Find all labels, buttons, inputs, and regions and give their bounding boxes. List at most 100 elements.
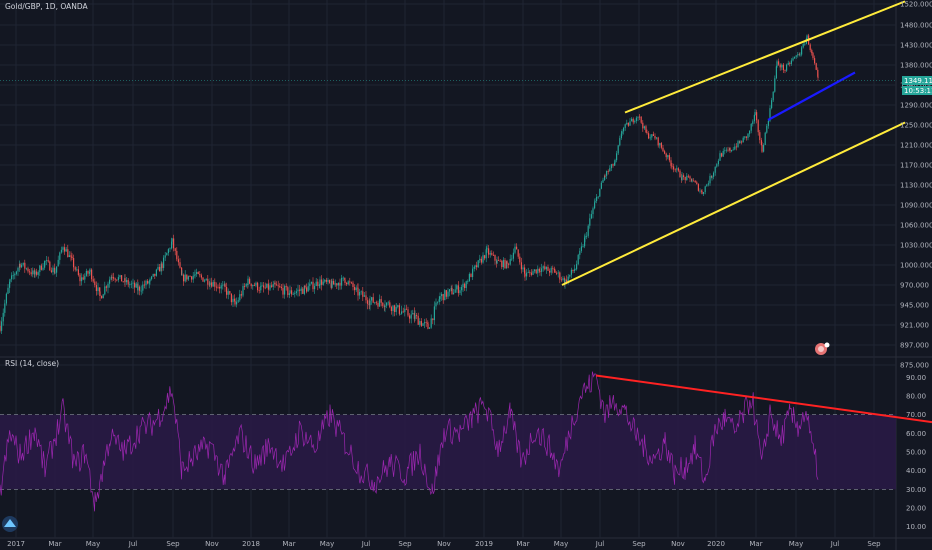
price-candle [556,272,558,274]
price-candle [397,305,399,307]
price-candle [621,131,623,134]
price-candle [719,153,721,161]
price-candle [623,127,625,132]
price-candle [760,140,762,146]
price-candle [430,318,432,328]
price-tick-label: 970.000 [900,282,929,290]
price-candle [50,270,52,273]
price-candle [287,287,289,295]
time-tick-label: Jul [128,540,138,548]
rsi-series [0,371,932,512]
price-candle [554,270,556,273]
price-tick-label: 1030.000 [900,242,932,250]
price-candle [449,289,451,292]
time-tick-label: May [320,540,334,548]
price-candle [317,281,319,286]
price-candle [795,55,797,57]
price-candle [355,287,357,291]
time-tick-label: Sep [398,540,412,548]
price-candle [177,259,179,263]
price-candle [754,112,756,116]
price-candle [433,306,435,321]
price-candle [677,168,679,171]
price-candle [344,277,346,281]
time-tick-label: Nov [437,540,451,548]
price-candle [82,277,84,280]
price-tick-label: 1380.000 [900,62,932,70]
price-candle [71,256,73,259]
price-candle [330,283,332,288]
price-candle [357,288,359,296]
price-candle [547,266,549,271]
price-candle [147,280,149,284]
price-candle [302,288,304,294]
price-candle [191,276,193,280]
price-candle [604,175,606,177]
price-tick-label: 1000.000 [900,262,932,270]
price-candle [454,289,456,293]
avatar-icon[interactable] [815,342,830,356]
price-candle [499,260,501,262]
price-candle [674,169,676,171]
price-candle [32,270,34,275]
price-candle [59,252,61,260]
time-tick-label: 2020 [707,540,725,548]
price-candle [450,288,452,290]
price-candle [395,306,397,312]
tradingview-logo-icon[interactable] [2,516,18,532]
price-candle [590,214,592,219]
price-candle [252,284,254,287]
channel-lower-line [561,121,906,286]
price-candle [107,283,109,288]
price-candle [626,122,628,125]
price-candle [139,286,141,291]
price-candle [392,305,394,311]
price-candle [44,261,46,268]
price-candle [734,146,736,150]
price-candle [56,266,58,273]
price-candle [92,279,94,282]
rsi-band-group [0,414,896,490]
price-candle [648,133,650,139]
price-candle [679,170,681,178]
price-candle [209,282,211,286]
price-candle [589,218,591,226]
price-candle [174,248,176,251]
price-candle [604,175,606,180]
time-tick-label: May [789,540,803,548]
price-candle [668,155,670,161]
price-candle [667,155,669,158]
price-candle [532,271,534,275]
price-candle [453,292,455,295]
price-candle [352,282,354,288]
price-candle [711,176,713,178]
price-candle [498,260,500,261]
price-candle [761,145,763,152]
price-candle [544,266,546,270]
price-candle [645,126,647,133]
price-candle [363,295,365,297]
price-candle [154,273,156,276]
price-candle [99,291,101,297]
price-candle [318,285,320,287]
price-candle [127,280,129,285]
price-candle [398,305,400,314]
price-tick-label: 1520.000 [900,1,932,9]
price-candle [756,112,758,121]
price-candle [0,325,1,331]
price-candle [282,288,284,295]
price-candle [419,321,421,325]
price-candle [410,314,412,319]
price-candle [7,287,9,294]
price-candle [164,255,166,258]
price-candle [634,120,636,123]
price-candle [427,324,429,329]
price-candle [359,292,361,296]
price-candle [186,274,188,280]
price-candle [772,91,774,101]
price-candle [664,151,666,154]
price-candle [535,269,537,274]
price-candle [74,267,76,270]
chart-title: Gold/GBP, 1D, OANDA [5,2,88,11]
price-candle [424,322,426,324]
